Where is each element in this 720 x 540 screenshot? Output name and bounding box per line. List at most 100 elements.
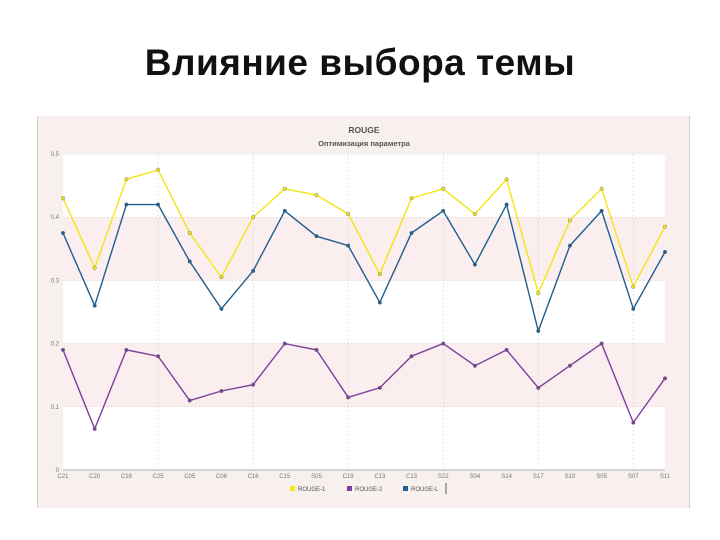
data-point-rouge-l (472, 262, 477, 267)
x-tick-label: C05 (184, 474, 196, 480)
data-point-rouge-2 (536, 385, 541, 390)
x-tick-label: C25 (153, 474, 165, 480)
legend-label: ROUGE-2 (355, 487, 383, 493)
data-point-rouge-l (536, 328, 541, 333)
line-chart: 0 0.1 0.2 0.3 0.4 0.5 C21 C20 C18 C25 C05 C08 C16 C1… (51, 125, 671, 494)
x-tick-label: C13 (406, 474, 418, 480)
x-tick-label: S22 (438, 474, 449, 480)
y-tick-label: 0.1 (51, 405, 60, 411)
data-point-rouge-2 (409, 354, 414, 359)
data-point-rouge-1 (314, 193, 319, 198)
x-tick-label: S05 (596, 474, 607, 480)
data-point-rouge-2 (631, 420, 636, 425)
data-point-rouge-1 (504, 177, 509, 182)
data-point-rouge-1 (219, 275, 224, 280)
y-tick-label: 0.3 (51, 278, 60, 284)
data-point-rouge-2 (441, 341, 446, 346)
data-point-rouge-l (346, 243, 351, 248)
data-point-rouge-l (92, 303, 97, 308)
plot-band (63, 343, 665, 407)
x-tick-label: C21 (57, 474, 69, 480)
data-point-rouge-1 (156, 167, 161, 172)
data-point-rouge-l (409, 230, 414, 235)
data-point-rouge-1 (567, 218, 572, 223)
data-point-rouge-2 (156, 354, 161, 359)
data-point-rouge-2 (314, 347, 319, 352)
data-point-rouge-l (663, 249, 668, 254)
y-tick-label: 0 (56, 468, 60, 474)
x-tick-label: S17 (533, 474, 544, 480)
data-point-rouge-l (61, 230, 66, 235)
data-point-rouge-l (567, 243, 572, 248)
legend-swatch (290, 486, 295, 491)
data-point-rouge-1 (92, 265, 97, 270)
y-tick-label: 0.4 (51, 215, 60, 221)
series-line-rouge-1 (62, 168, 666, 296)
x-tick-label: C13 (374, 474, 386, 480)
x-tick-label: C20 (89, 474, 101, 480)
x-tick-label: C08 (216, 474, 228, 480)
plot-background (63, 154, 665, 470)
x-tick-label: S04 (470, 474, 481, 480)
chart-subtitle: Оптимизация параметра (318, 139, 411, 148)
legend-label: ROUGE-L (411, 487, 439, 493)
data-point-rouge-2 (663, 376, 668, 381)
data-point-rouge-1 (599, 186, 604, 191)
series-line-rouge-l (62, 202, 666, 334)
data-point-rouge-l (282, 208, 287, 213)
data-point-rouge-1 (282, 186, 287, 191)
x-tick-label: C19 (343, 474, 355, 480)
series-line-rouge-2 (62, 342, 666, 431)
data-point-rouge-2 (251, 382, 256, 387)
y-tick-label: 0.2 (51, 342, 60, 348)
x-tick-label: C18 (121, 474, 133, 480)
legend-swatch (403, 486, 408, 491)
plot-band (63, 217, 665, 281)
data-point-rouge-2 (92, 426, 97, 431)
data-point-rouge-l (599, 208, 604, 213)
data-point-rouge-l (504, 202, 509, 207)
data-point-rouge-2 (346, 395, 351, 400)
data-point-rouge-1 (663, 224, 668, 229)
data-point-rouge-1 (124, 177, 129, 182)
data-point-rouge-2 (282, 341, 287, 346)
slide-title: Влияние выбора темы (144, 42, 576, 83)
x-tick-label: S11 (660, 474, 671, 480)
chart-frame: 0 0.1 0.2 0.3 0.4 0.5 C21 C20 C18 C25 C05 C08 C16 C1… (37, 116, 690, 508)
data-point-rouge-l (377, 300, 382, 305)
data-point-rouge-l (631, 306, 636, 311)
data-point-rouge-1 (251, 215, 256, 220)
data-point-rouge-l (441, 208, 446, 213)
data-point-rouge-1 (409, 196, 414, 201)
data-point-rouge-l (156, 202, 161, 207)
data-point-rouge-1 (472, 212, 477, 217)
data-point-rouge-2 (124, 347, 129, 352)
legend-label: ROUGE-1 (298, 487, 326, 493)
data-point-rouge-2 (504, 347, 509, 352)
y-tick-label: 0.5 (51, 152, 60, 158)
data-point-rouge-2 (567, 363, 572, 368)
data-point-rouge-l (187, 259, 192, 264)
data-point-rouge-2 (61, 347, 66, 352)
data-point-rouge-2 (472, 363, 477, 368)
data-point-rouge-1 (536, 291, 541, 296)
data-point-rouge-1 (346, 212, 351, 217)
data-point-rouge-l (124, 202, 129, 207)
data-point-rouge-l (219, 306, 224, 311)
x-tick-label: S14 (501, 474, 512, 480)
data-point-rouge-1 (377, 272, 382, 277)
x-tick-label: S10 (565, 474, 576, 480)
x-tick-label: C16 (248, 474, 260, 480)
data-point-rouge-l (314, 234, 319, 239)
data-point-rouge-2 (187, 398, 192, 403)
x-tick-label: S07 (628, 474, 639, 480)
legend-swatch (347, 486, 352, 491)
x-tick-label: S05 (311, 474, 322, 480)
chart-title: ROUGE (348, 125, 380, 135)
data-point-rouge-1 (187, 230, 192, 235)
data-point-rouge-2 (219, 389, 224, 394)
data-point-rouge-2 (377, 385, 382, 390)
data-point-rouge-1 (441, 186, 446, 191)
data-point-rouge-2 (599, 341, 604, 346)
x-tick-label: C15 (279, 474, 291, 480)
